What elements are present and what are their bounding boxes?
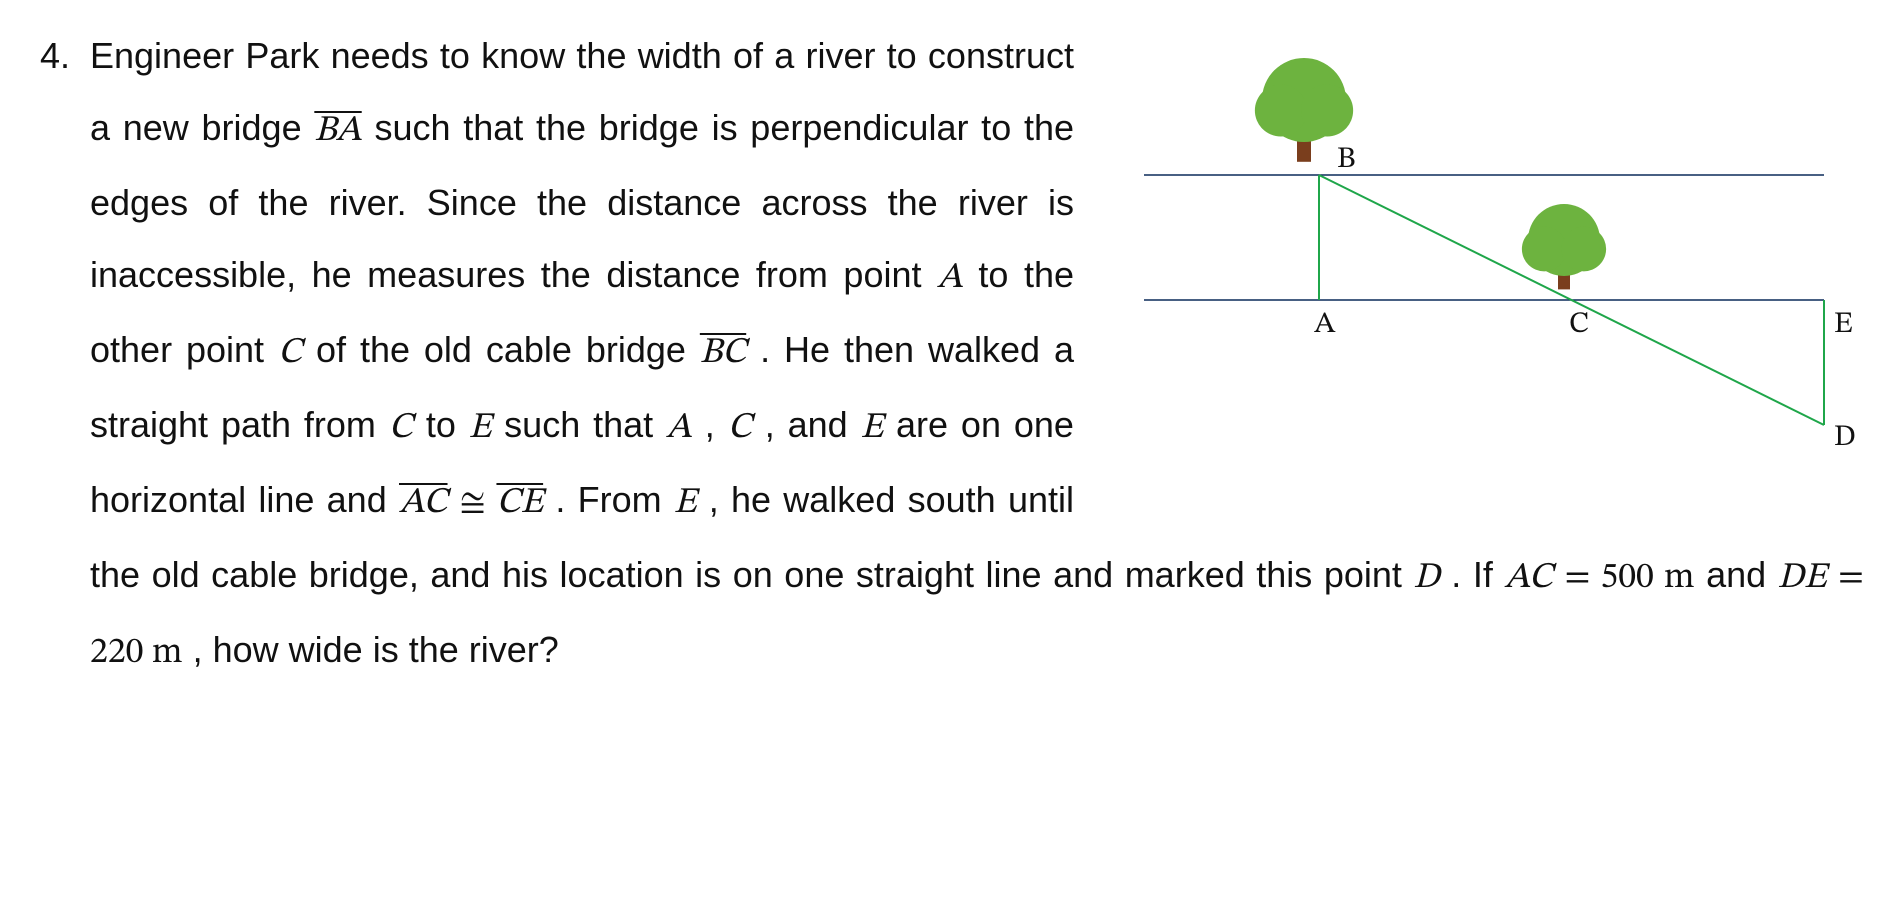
var-C: C: [278, 335, 302, 371]
text-seg: . If: [1451, 554, 1504, 595]
problem-body: BACED Engineer Park needs to know the wi…: [90, 20, 1864, 689]
var-AC: AC: [1504, 560, 1553, 596]
var-D: D: [1413, 560, 1439, 596]
var-E: E: [674, 485, 697, 521]
label-C: C: [1569, 310, 1589, 340]
var-E: E: [469, 410, 492, 446]
figure-svg: B A C E D: [1104, 20, 1864, 460]
tree-icon-1-foliage: [1255, 84, 1307, 136]
text-seg: , how wide is the river?: [193, 629, 559, 670]
text-seg: such that: [504, 404, 666, 445]
text-seg: ,: [705, 404, 728, 445]
page: 4. BACED Engineer Park needs to know the…: [0, 0, 1904, 900]
eq-500m: = 500 m: [1564, 560, 1694, 596]
label-A: A: [1314, 310, 1336, 340]
label-D: D: [1834, 423, 1856, 453]
tree-icon-2-foliage: [1561, 227, 1606, 272]
var-A: A: [937, 260, 963, 296]
text-seg: and: [1706, 554, 1778, 595]
bar-CE: CE: [496, 485, 543, 521]
tree-icon-1-foliage: [1301, 84, 1353, 136]
bar-BA: BA: [314, 113, 361, 149]
var-C: C: [728, 410, 752, 446]
problem: 4. BACED Engineer Park needs to know the…: [0, 20, 1864, 689]
figure: B A C E D: [1104, 20, 1864, 460]
label-B: B: [1337, 145, 1356, 175]
bar-AC: AC: [399, 485, 448, 521]
var-C: C: [389, 410, 413, 446]
bar-BC: BC: [700, 335, 746, 371]
var-A: A: [666, 410, 692, 446]
text-seg: to: [426, 404, 469, 445]
text-seg: . From: [555, 479, 674, 520]
text-seg: , and: [765, 404, 861, 445]
problem-number: 4.: [0, 20, 90, 92]
text-seg: of the old cable bridge: [316, 329, 700, 370]
var-E: E: [861, 410, 884, 446]
label-E: E: [1834, 310, 1853, 340]
tree-icon-2-foliage: [1522, 227, 1567, 272]
var-DE: DE: [1778, 560, 1827, 596]
congruent: ≅: [460, 485, 497, 521]
